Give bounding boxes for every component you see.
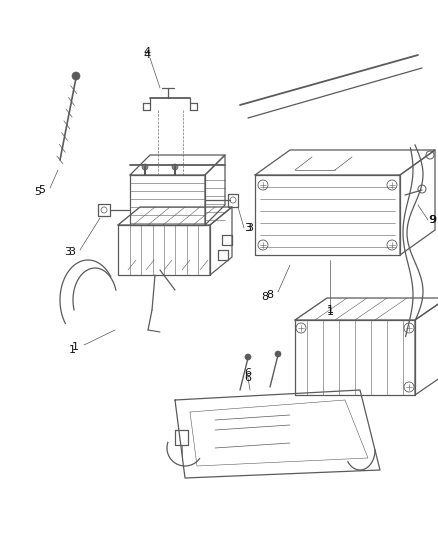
Text: 9: 9 xyxy=(428,215,435,225)
Text: 3: 3 xyxy=(244,223,251,233)
Circle shape xyxy=(142,164,148,170)
Text: 1: 1 xyxy=(326,305,333,315)
Text: 8: 8 xyxy=(261,292,268,302)
Text: 6: 6 xyxy=(244,373,251,383)
Circle shape xyxy=(72,72,80,80)
Text: 4: 4 xyxy=(143,50,151,60)
Text: 3: 3 xyxy=(68,247,75,257)
Text: 6: 6 xyxy=(244,368,251,378)
Circle shape xyxy=(275,351,281,357)
Text: 1: 1 xyxy=(326,307,333,317)
Circle shape xyxy=(245,354,251,360)
Text: 1: 1 xyxy=(71,342,78,352)
Text: 8: 8 xyxy=(266,290,274,300)
Text: 1: 1 xyxy=(68,345,75,355)
Circle shape xyxy=(172,164,178,170)
Text: 9: 9 xyxy=(429,215,437,225)
Text: 3: 3 xyxy=(64,247,71,257)
Text: 4: 4 xyxy=(143,47,151,57)
Text: 3: 3 xyxy=(247,223,254,233)
Text: 5: 5 xyxy=(39,185,46,195)
Text: 5: 5 xyxy=(35,187,42,197)
